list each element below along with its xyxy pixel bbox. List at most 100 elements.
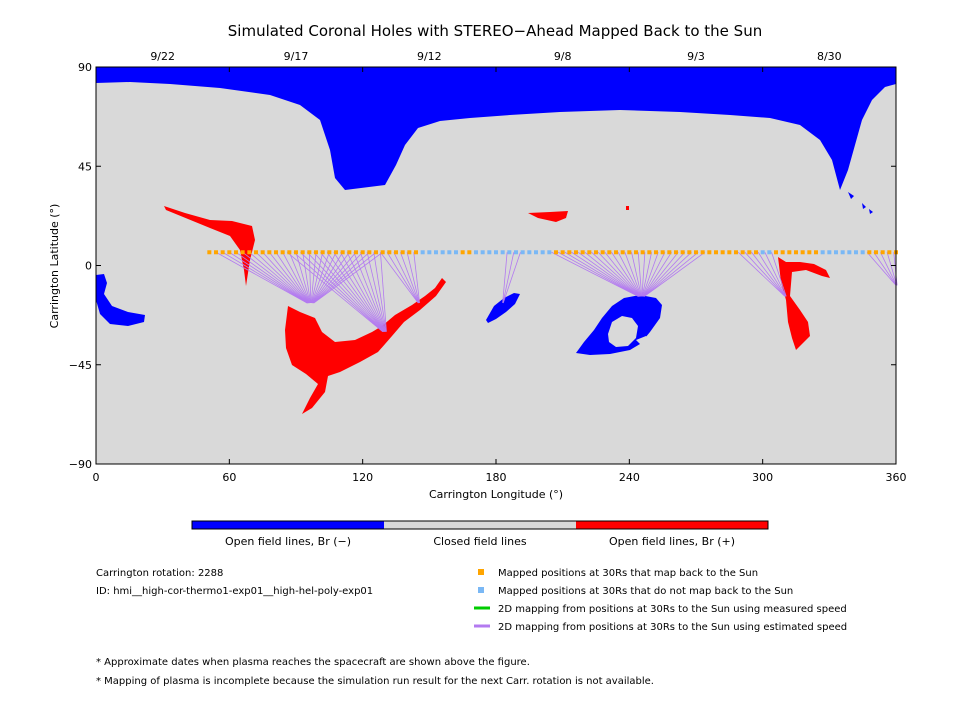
mapping-line [764, 252, 787, 297]
colorbar-label-closed: Closed field lines [433, 535, 527, 548]
track-point-mapped [867, 250, 872, 255]
y-tick-label: 45 [78, 160, 92, 173]
track-point-mapped [627, 250, 632, 255]
mapping-line [312, 252, 357, 304]
mapping-line [235, 251, 309, 304]
track-point-mapped [687, 250, 692, 255]
mapping-line [311, 252, 337, 304]
y-axis: −90 −45 0 45 90 [69, 61, 896, 471]
track-point-not-mapped [420, 250, 425, 255]
track-point-mapped [774, 250, 778, 255]
mapping-line [275, 252, 310, 304]
track-point-mapped [287, 250, 292, 255]
track-point-not-mapped [507, 250, 512, 255]
track-point-mapped [807, 250, 812, 255]
track-point-mapped [220, 250, 225, 255]
track-point-mapped [467, 250, 472, 255]
mapping-line [249, 251, 309, 304]
x-tick-label: 120 [352, 471, 373, 484]
track-point-mapped [714, 250, 718, 255]
top-date-label: 8/30 [817, 50, 842, 63]
track-point-not-mapped [854, 250, 858, 255]
mapping-line [771, 252, 787, 297]
track-point-not-mapped [520, 250, 525, 255]
top-date-label: 9/22 [150, 50, 175, 63]
track-point-mapped [747, 250, 752, 255]
positive-hole-310 [778, 257, 830, 350]
track-point-mapped [674, 250, 678, 255]
track-point-mapped [614, 250, 618, 255]
x-axis: 0 60 120 180 240 300 360 [93, 67, 907, 484]
mapping-line [624, 252, 642, 297]
track-point-mapped [567, 250, 572, 255]
track-point-mapped [800, 250, 805, 255]
mapping-line [302, 252, 311, 304]
mapping-line [313, 251, 377, 304]
mapping-line [643, 251, 686, 297]
y-tick-label: 90 [78, 61, 92, 74]
track-point-mapped [700, 250, 705, 255]
positive-hole-dot [626, 206, 629, 210]
mapping-line [373, 252, 387, 332]
track-point-not-mapped [767, 250, 772, 255]
track-point-not-mapped [480, 250, 485, 255]
track-point-mapped [787, 250, 792, 255]
mapping-line [502, 252, 508, 304]
x-tick-label: 360 [886, 471, 907, 484]
track-point-not-mapped [827, 250, 832, 255]
track-point-mapped [720, 250, 725, 255]
track-point-mapped [380, 250, 385, 255]
track-point-mapped [387, 250, 392, 255]
mapping-line [502, 252, 515, 304]
mapping-line [604, 252, 641, 297]
track-point-not-mapped [514, 250, 518, 255]
colorbar-label-positive: Open field lines, Br (+) [609, 535, 735, 548]
track-point-mapped [254, 250, 258, 255]
mapping-line [642, 252, 666, 297]
track-point-mapped [680, 250, 685, 255]
track-point-not-mapped [540, 250, 545, 255]
mapping-line [295, 252, 311, 304]
mapping-lines [215, 251, 898, 332]
legend-swatch-mapped [478, 569, 484, 575]
track-point-mapped [600, 250, 605, 255]
track-point-mapped [587, 250, 592, 255]
track-point-mapped [727, 250, 732, 255]
track-point-mapped [214, 250, 218, 255]
top-date-label: 9/12 [417, 50, 442, 63]
track-point-mapped [707, 250, 712, 255]
mapping-line [611, 252, 641, 297]
mapping-line [312, 252, 350, 304]
mapping-line [558, 251, 639, 297]
track-point-not-mapped [527, 250, 532, 255]
mapping-line [886, 252, 898, 286]
track-point-mapped [334, 250, 338, 255]
mapping-line [873, 252, 897, 286]
track-point-not-mapped [860, 250, 865, 255]
y-tick-label: −45 [69, 359, 92, 372]
north-coronal-hole-fragment [848, 192, 873, 214]
colorbar: Open field lines, Br (−) Closed field li… [191, 520, 769, 548]
x-tick-label: 0 [93, 471, 100, 484]
colorbar-positive [576, 521, 768, 529]
mapping-line [312, 251, 370, 304]
track-point-mapped [880, 250, 885, 255]
mapping-line [880, 252, 897, 286]
track-point-mapped [207, 250, 212, 255]
mapping-line [306, 251, 384, 332]
mapping-line [584, 251, 640, 297]
track-point-not-mapped [500, 250, 505, 255]
track-point-mapped [407, 250, 412, 255]
track-point-mapped [634, 250, 638, 255]
track-point-mapped [340, 250, 345, 255]
mapping-line [300, 251, 384, 332]
mapping-line [551, 251, 639, 297]
track-point-not-mapped [434, 250, 438, 255]
mapping-line [312, 251, 363, 304]
track-point-not-mapped [534, 250, 538, 255]
mapping-line [400, 252, 420, 304]
mapping-line [380, 252, 419, 304]
track-point-mapped [887, 250, 892, 255]
mapping-line [288, 252, 311, 304]
